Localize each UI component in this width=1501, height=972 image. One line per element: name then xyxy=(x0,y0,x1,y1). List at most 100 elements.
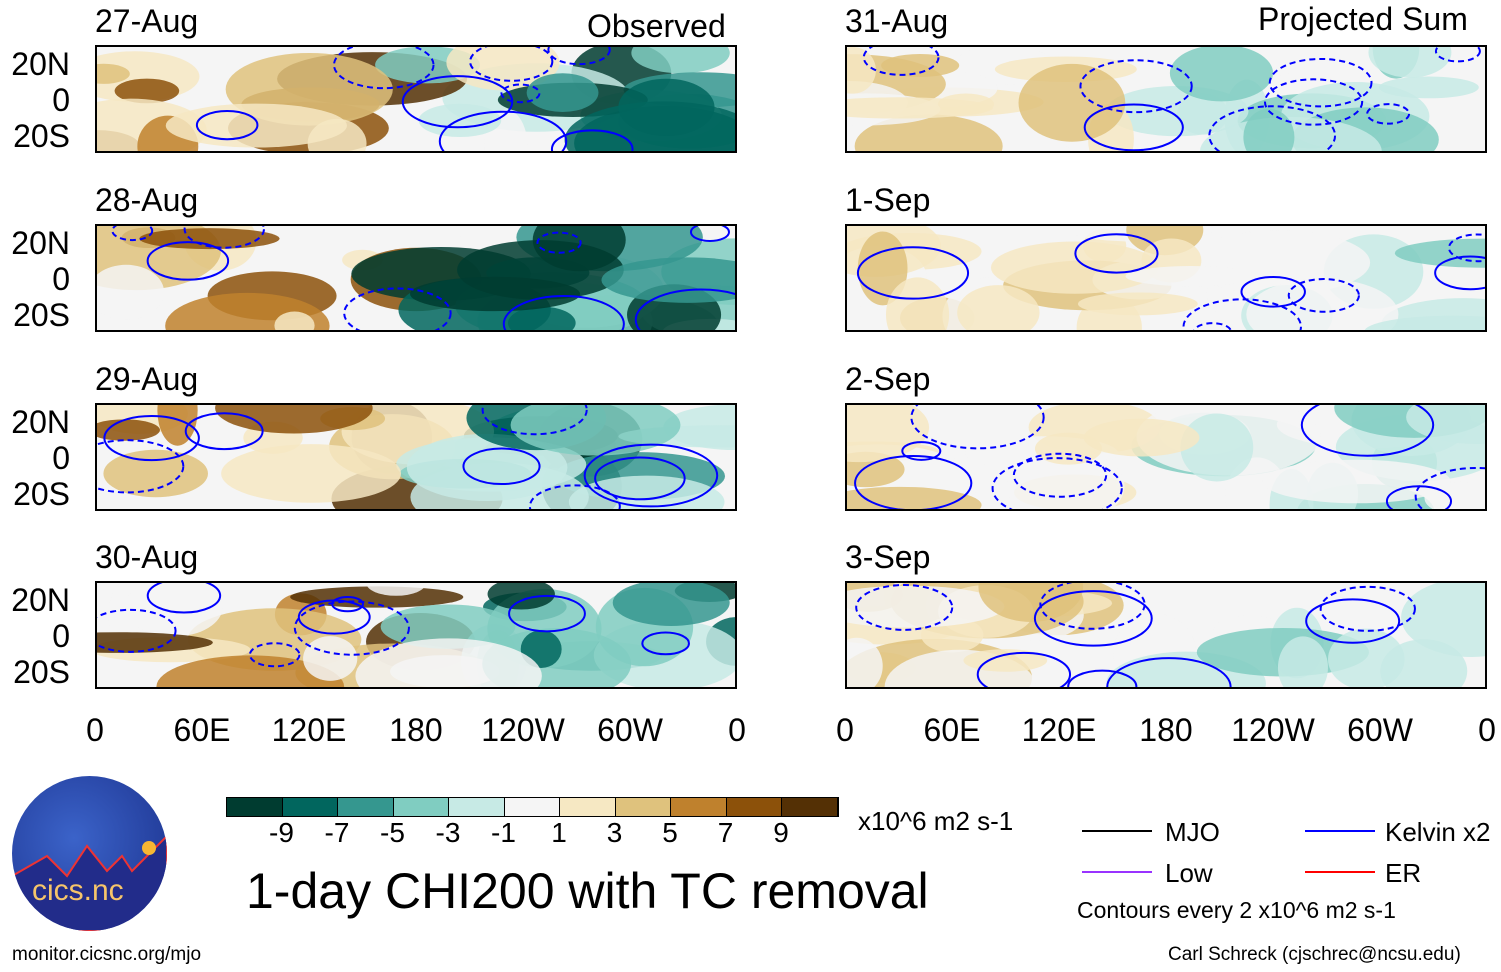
anomaly-region xyxy=(1368,47,1452,78)
anomaly-region xyxy=(957,285,1040,330)
panel-date: 27-Aug xyxy=(95,3,199,39)
kelvin-contour xyxy=(1366,103,1411,125)
anomaly-region xyxy=(1083,418,1200,457)
anomaly-region xyxy=(97,63,130,84)
projected-header: Projected Sum xyxy=(1258,1,1468,37)
anomaly-region xyxy=(1125,266,1256,287)
kelvin-contour xyxy=(103,414,200,462)
colorbar-swatch xyxy=(393,798,449,816)
panel-date: 31-Aug xyxy=(845,3,949,39)
kelvin-contour xyxy=(1447,233,1485,263)
kelvin-contour xyxy=(1319,585,1416,632)
anomaly-region xyxy=(1406,405,1485,444)
legend-er: ER xyxy=(1385,858,1422,888)
anomaly-region xyxy=(1401,583,1485,657)
footer-url[interactable]: monitor.cicsnc.org/mjo xyxy=(12,944,202,965)
anomaly-region xyxy=(631,47,730,74)
colorbar-tick: -1 xyxy=(491,817,516,848)
legend-line-low xyxy=(1082,871,1152,873)
lat-label: 20S xyxy=(13,476,70,512)
anomaly-region xyxy=(1246,278,1399,330)
anomaly-region xyxy=(446,47,560,91)
panel-date: 29-Aug xyxy=(95,361,199,397)
anomaly-region xyxy=(526,73,599,113)
anomaly-region xyxy=(1034,432,1103,465)
colorbar-tick: -3 xyxy=(435,817,461,848)
anomaly-region xyxy=(847,405,930,463)
anomaly-region xyxy=(221,444,402,503)
anomaly-region xyxy=(990,241,1159,294)
colorbar-tick: 3 xyxy=(606,817,623,848)
colorbar-tick: 5 xyxy=(662,817,678,848)
kelvin-contour xyxy=(331,595,364,613)
kelvin-contour xyxy=(293,600,410,656)
colorbar-swatch xyxy=(615,798,671,816)
kelvin-contour xyxy=(1033,590,1153,647)
colorbar-tick: 7 xyxy=(717,817,734,848)
cics-logo: cics.nc xyxy=(12,776,167,931)
legend-line-er xyxy=(1305,871,1375,873)
anomaly-region xyxy=(847,637,883,687)
anomaly-region xyxy=(568,475,725,509)
colorbar-tick: -5 xyxy=(380,817,405,848)
kelvin-contour xyxy=(1106,657,1232,687)
panel-date: 30-Aug xyxy=(95,539,199,575)
lon-label: 120W xyxy=(1231,712,1315,748)
lon-label: 120E xyxy=(271,712,347,748)
kelvin-contour xyxy=(547,47,611,66)
lat-label: 20N xyxy=(11,582,70,618)
anomaly-region xyxy=(1364,315,1485,330)
kelvin-contour xyxy=(1182,298,1302,330)
lat-label: 20N xyxy=(11,46,70,82)
kelvin-contour xyxy=(146,241,230,281)
colorbar-swatch xyxy=(671,798,727,816)
anomaly-region xyxy=(847,486,982,509)
colorbar-swatch xyxy=(726,798,782,816)
contour-note: Contours every 2 x10^6 m2 s-1 xyxy=(1077,897,1396,923)
kelvin-contour xyxy=(146,583,222,614)
lon-label: 0 xyxy=(86,712,104,748)
kelvin-contour xyxy=(438,110,568,151)
kelvin-contour xyxy=(910,405,1045,450)
anomaly-region xyxy=(847,47,876,94)
anomaly-region xyxy=(165,103,347,148)
lon-label: 60W xyxy=(597,712,663,748)
kelvin-contour xyxy=(1305,598,1401,644)
colorbar-swatch xyxy=(227,798,283,816)
anomaly-region xyxy=(1077,292,1198,316)
anomaly-region xyxy=(847,97,993,119)
anomaly-region xyxy=(1262,459,1451,504)
panel-date: 2-Sep xyxy=(845,361,931,397)
anomaly-region xyxy=(1277,636,1328,687)
kelvin-contour xyxy=(1263,78,1364,126)
anomaly-region xyxy=(97,632,213,653)
anomaly-region xyxy=(1394,238,1485,268)
lat-label: 0 xyxy=(52,261,70,297)
kelvin-contour xyxy=(1268,57,1373,108)
anomaly-region xyxy=(366,583,426,596)
lat-label: 20S xyxy=(13,654,70,690)
kelvin-contour xyxy=(901,441,942,461)
colorbar-swatch xyxy=(782,798,838,816)
anomaly-region xyxy=(618,78,715,136)
colorbar-tick: 1 xyxy=(551,817,567,848)
kelvin-contour xyxy=(1039,583,1146,630)
kelvin-contour xyxy=(469,47,554,82)
kelvin-contour xyxy=(1012,452,1108,498)
kelvin-contour xyxy=(184,412,264,451)
anomaly-region xyxy=(857,231,908,306)
anomaly-region xyxy=(978,583,1084,622)
kelvin-contour xyxy=(856,246,970,300)
colorbar-swatch xyxy=(560,798,616,816)
anomaly-region xyxy=(103,449,208,498)
lon-label: 0 xyxy=(728,712,746,748)
map-panel xyxy=(95,581,737,689)
lat-label: 20N xyxy=(11,404,70,440)
kelvin-contour xyxy=(502,295,625,330)
lat-label: 20S xyxy=(13,297,70,333)
anomaly-region xyxy=(355,638,542,687)
kelvin-contour xyxy=(1193,322,1232,330)
colorbar-swatch xyxy=(338,798,394,816)
kelvin-contour xyxy=(1067,669,1138,687)
kelvin-contour xyxy=(1414,466,1485,509)
